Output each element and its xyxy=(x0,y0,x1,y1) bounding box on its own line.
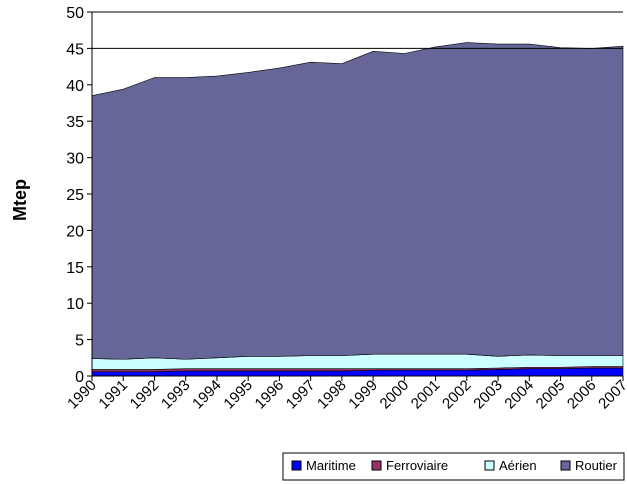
series-areas xyxy=(91,42,624,377)
legend-label: Aérien xyxy=(499,458,537,473)
x-tick-label: 1997 xyxy=(283,377,319,413)
y-tick-label: 50 xyxy=(66,5,84,22)
x-tick-label: 2007 xyxy=(595,377,627,413)
x-tick-label: 1990 xyxy=(64,377,100,413)
legend-label: Ferroviaire xyxy=(386,458,448,473)
y-tick-label: 20 xyxy=(66,223,84,240)
legend-swatch xyxy=(484,460,495,471)
x-tick-label: 2002 xyxy=(439,377,475,413)
y-tick-label: 35 xyxy=(66,114,84,131)
y-tick-label: 40 xyxy=(66,78,84,95)
y-tick-label: 45 xyxy=(66,41,84,58)
legend-swatch xyxy=(291,460,302,471)
x-tick-label: 1995 xyxy=(220,377,256,413)
x-tick-labels: 1990199119921993199419951996199719981999… xyxy=(64,376,627,412)
x-tick-label: 2003 xyxy=(470,377,506,413)
x-tick-label: 1996 xyxy=(252,377,288,413)
x-tick-label: 1991 xyxy=(95,377,131,413)
y-tick-label: 5 xyxy=(75,333,84,350)
x-tick-label: 1998 xyxy=(314,377,350,413)
legend-swatch xyxy=(560,460,571,471)
series-area-routier xyxy=(91,42,624,360)
x-tick-label: 2001 xyxy=(408,377,444,413)
legend: Maritime Ferroviaire Aérien Routier xyxy=(282,452,625,481)
x-tick-label: 1992 xyxy=(127,377,163,413)
y-axis-label: Mtep xyxy=(10,179,30,221)
x-tick-label: 1994 xyxy=(189,377,225,413)
x-tick-label: 2006 xyxy=(564,377,600,413)
legend-label: Routier xyxy=(575,458,618,473)
x-tick-label: 1993 xyxy=(158,377,194,413)
x-tick-label: 2005 xyxy=(533,377,569,413)
legend-swatch xyxy=(371,460,382,471)
x-tick-label: 1999 xyxy=(345,377,381,413)
y-tick-label: 25 xyxy=(66,187,84,204)
x-tick-label: 2004 xyxy=(502,377,538,413)
y-tick-label: 30 xyxy=(66,151,84,168)
y-tick-label: 10 xyxy=(66,296,84,313)
y-tick-labels: 0 5 10 15 20 25 30 35 40 45 50 xyxy=(66,5,92,386)
y-tick-label: 0 xyxy=(75,369,84,386)
y-tick-label: 15 xyxy=(66,260,84,277)
x-tick-label: 2000 xyxy=(377,377,413,413)
legend-label: Maritime xyxy=(306,458,356,473)
